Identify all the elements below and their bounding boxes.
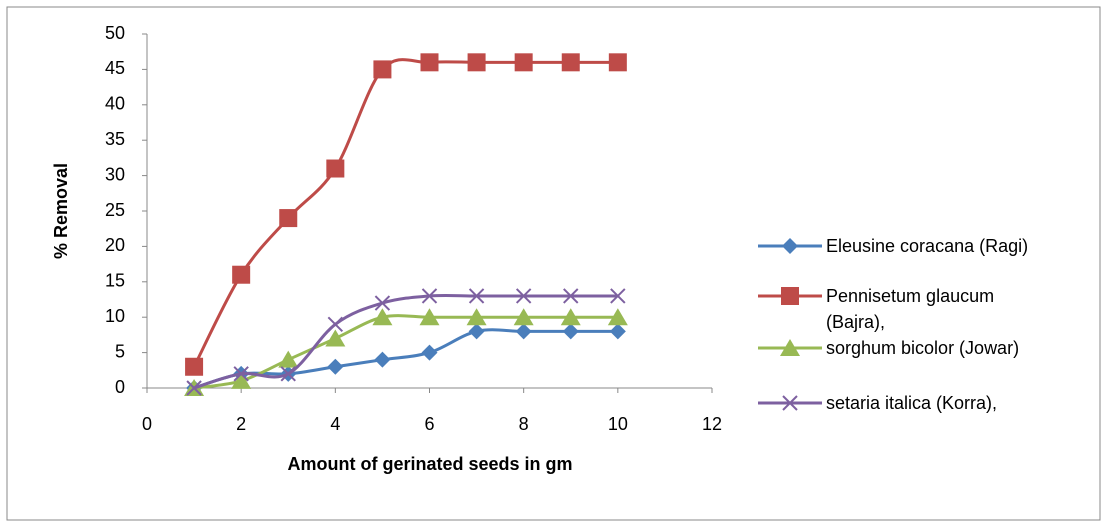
marker: [513, 308, 534, 326]
legend-marker: [782, 395, 798, 411]
x-tick-label: 12: [702, 414, 722, 434]
marker: [515, 288, 532, 304]
marker: [374, 295, 391, 311]
marker: [608, 53, 627, 72]
series-line: [193, 293, 618, 390]
marker: [607, 308, 628, 326]
y-axis-label: % Removal: [51, 163, 71, 259]
marker: [514, 53, 533, 72]
x-tick-label: 2: [236, 414, 246, 434]
series-line: [193, 314, 618, 390]
marker: [563, 288, 579, 304]
y-tick-label: 50: [105, 23, 125, 43]
y-tick-label: 35: [105, 129, 125, 149]
marker: [421, 288, 438, 304]
marker: [467, 53, 486, 72]
chart-border: [6, 6, 1101, 521]
y-tick-label: 20: [105, 235, 125, 255]
marker: [278, 350, 299, 368]
legend-label: Pennisetum glaucum (Bajra),: [826, 286, 995, 332]
y-tick-label: 40: [105, 94, 125, 114]
marker: [280, 366, 296, 382]
y-tick-label: 5: [115, 341, 125, 361]
legend-label: Eleusine coracana (Ragi): [826, 236, 1029, 256]
y-tick-label: 45: [105, 58, 125, 78]
marker: [233, 366, 249, 382]
marker: [185, 357, 204, 376]
marker: [419, 308, 440, 326]
marker: [373, 60, 392, 79]
y-tick-label: 25: [105, 200, 125, 220]
series-line: [193, 328, 618, 390]
y-tick-label: 0: [115, 377, 125, 397]
marker: [468, 323, 485, 340]
marker: [515, 323, 532, 340]
marker: [374, 351, 391, 368]
marker: [610, 288, 626, 304]
marker: [609, 323, 626, 340]
legend-marker: [782, 238, 798, 254]
x-tick-label: 4: [330, 414, 340, 434]
x-tick-label: 10: [608, 414, 628, 434]
marker: [468, 288, 485, 304]
legend-marker: [780, 339, 800, 356]
x-tick-label: 8: [519, 414, 529, 434]
marker: [327, 358, 344, 375]
marker: [421, 344, 438, 361]
marker: [232, 265, 251, 284]
marker: [325, 329, 346, 347]
marker: [186, 380, 202, 396]
marker: [560, 308, 581, 326]
marker: [561, 53, 580, 72]
y-tick-label: 10: [105, 306, 125, 326]
marker: [279, 209, 298, 228]
legend-label: sorghum bicolor (Jowar): [826, 338, 1020, 358]
marker: [326, 159, 345, 178]
legend-marker: [781, 287, 799, 305]
marker: [562, 323, 579, 340]
x-axis-label: Amount of gerinated seeds in gm: [287, 454, 572, 474]
legend-label: setaria italica (Korra),: [826, 393, 998, 413]
marker: [420, 53, 439, 72]
y-tick-label: 15: [105, 271, 125, 291]
marker: [372, 308, 393, 326]
marker: [231, 371, 252, 389]
x-tick-label: 6: [424, 414, 434, 434]
x-tick-label: 0: [142, 414, 152, 434]
y-tick-label: 30: [105, 164, 125, 184]
marker: [466, 308, 487, 326]
marker: [327, 316, 344, 332]
